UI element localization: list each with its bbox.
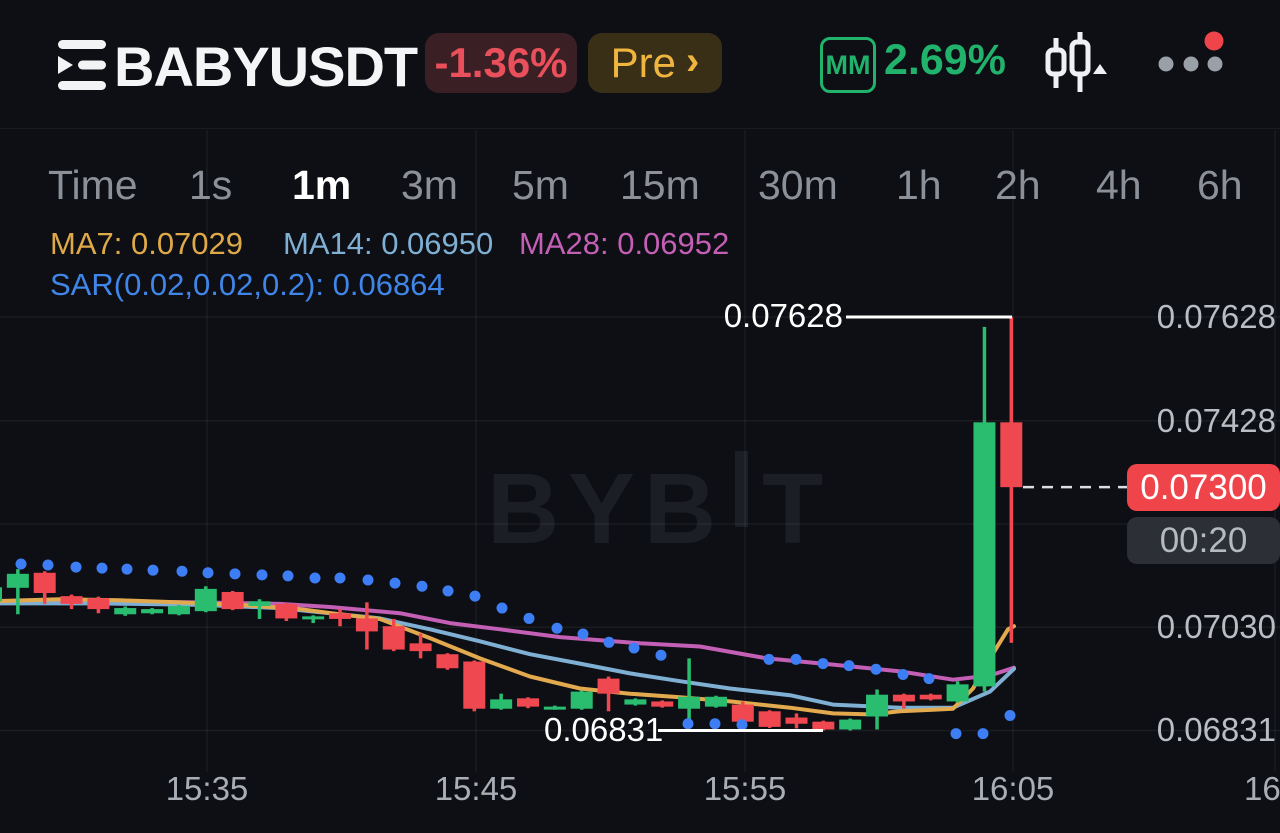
sar-legend: SAR(0.02,0.02,0.2): 0.06864 [50, 267, 445, 302]
notification-dot [1204, 31, 1224, 51]
y-axis-label: 0.06831 [1156, 711, 1276, 748]
tab-1h[interactable]: 1h [896, 162, 942, 208]
watermark-i-bar [735, 451, 749, 527]
x-axis-label: 15:55 [703, 770, 787, 807]
chart-style-button[interactable] [1044, 30, 1110, 96]
tab-30m[interactable]: 30m [758, 162, 838, 208]
premarket-button[interactable]: Pre › [588, 33, 722, 93]
tab-2h[interactable]: 2h [995, 162, 1041, 208]
price-change-badge: -1.36% [425, 33, 577, 93]
tab-5m[interactable]: 5m [512, 162, 569, 208]
x-axis-label: 16:05 [971, 770, 1055, 807]
x-axis-label: 15:45 [434, 770, 518, 807]
x-axis-label: 16: [1244, 770, 1280, 807]
more-menu-button[interactable] [1150, 26, 1234, 80]
candlestick-chart-icon [1044, 32, 1110, 100]
low-price-annotation: 0.06831 [544, 711, 664, 748]
market-maker-badge: MM [820, 37, 876, 93]
symbol-menu-button[interactable] [52, 36, 110, 94]
y-axis-label: 0.07030 [1156, 608, 1276, 645]
last-price-badge: 0.07300 [1127, 464, 1280, 511]
tab-3m[interactable]: 3m [401, 162, 458, 208]
ellipsis-menu-icon [1150, 31, 1234, 84]
market-maker-value: 2.69% [884, 36, 1006, 84]
tab-4h[interactable]: 4h [1096, 162, 1142, 208]
tab-15m[interactable]: 15m [620, 162, 700, 208]
candle-countdown-badge: 00:20 [1127, 517, 1280, 564]
bybit-watermark: BYB T [487, 451, 833, 565]
high-price-annotation: 0.07628 [723, 297, 843, 334]
tab-1s[interactable]: 1s [189, 162, 233, 208]
page-title: BABYUSDT [114, 35, 418, 98]
y-axis-label: 0.07628 [1156, 298, 1276, 335]
ma7-legend: MA7: 0.07029 [50, 226, 244, 261]
y-axis-label: 0.07428 [1156, 402, 1276, 439]
chevron-right-icon: › [686, 38, 700, 83]
ma28-legend: MA28: 0.06952 [519, 226, 730, 261]
header: BABYUSDT -1.36% Pre › MM 2.69% [0, 0, 1280, 129]
tab-6h[interactable]: 6h [1197, 162, 1243, 208]
premarket-label: Pre [610, 39, 677, 86]
ma14-legend: MA14: 0.06950 [283, 226, 494, 261]
tab-1m[interactable]: 1m [292, 162, 352, 208]
x-axis-label: 15:35 [165, 770, 249, 807]
menu-play-icon [52, 40, 110, 98]
tab-time[interactable]: Time [48, 162, 138, 208]
